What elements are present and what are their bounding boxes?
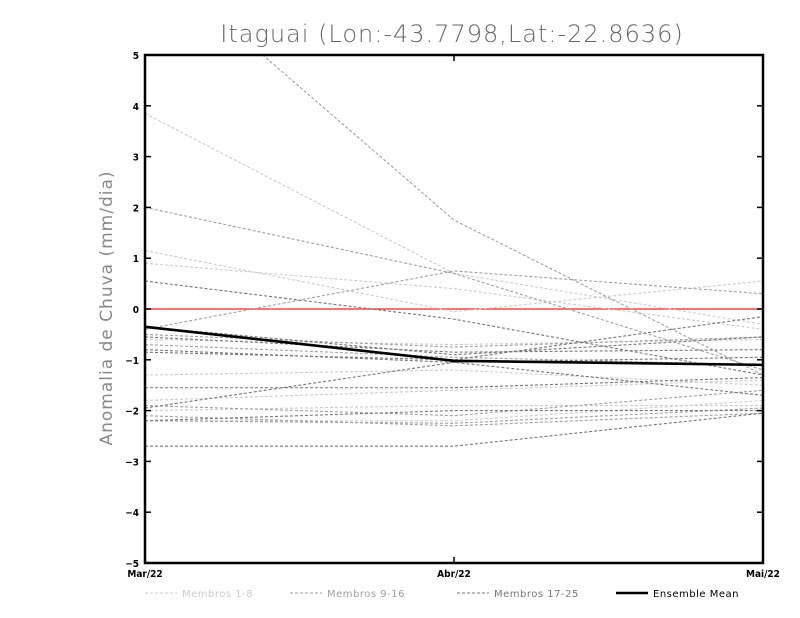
series-line-membros-1-8-7 [145,404,763,412]
y-tick-label: −4 [125,508,139,519]
series-line-membros-1-8-2 [145,250,763,313]
y-tick-label: −2 [125,407,139,418]
series-line-membros-17-25-22 [145,377,763,389]
x-tick-label: Mai/22 [746,569,780,580]
series-line-ensemble-mean [145,325,763,367]
series-line-membros-9-16-14 [145,389,763,417]
x-tick-label: Mar/22 [127,569,162,580]
chart-title: Itaguai (Lon:-43.7798,Lat:-22.8636) [220,20,683,48]
legend: Membros 1-8 Membros 9-16 Membros 17-25 Ense… [145,589,739,600]
y-axis-label: Anomalia de Chuva (mm/dia) [97,170,117,445]
y-tick-label: −5 [125,559,139,570]
y-tick-label: 0 [133,305,139,316]
series-line-membros-9-16-15 [145,412,763,427]
series-line-membros-17-25-20 [145,349,763,363]
series-line-membros-9-16-16 [145,407,763,424]
series-line-membros-17-25-21 [145,316,763,361]
series-line-membros-9-16-10 [145,206,763,371]
series-line-membros-1-8-1 [145,112,763,325]
y-tick-label: 5 [133,51,139,62]
y-tick-label: 2 [133,203,139,214]
series-line-membros-1-8-3 [145,262,763,330]
y-tick-label: 1 [133,254,139,265]
y-tick-label: 4 [133,102,139,113]
series-line-membros-1-8-4 [145,338,763,346]
legend-label-membros-1-8: Membros 1-8 [182,589,253,600]
y-tick-label: 3 [133,153,139,164]
series-line-membros-17-25-25 [145,412,763,447]
series-line-membros-9-16-11 [145,270,763,330]
series-line-membros-1-8-5 [145,369,763,386]
series-layer [145,55,763,447]
series-line-membros-17-25-19 [145,336,763,353]
series-line-membros-17-25-24 [145,410,763,422]
series-line-membros-17-25-23 [145,361,763,409]
series-line-membros-9-16-12 [145,333,763,348]
legend-label-membros-17-25: Membros 17-25 [494,589,579,600]
y-tick-label: −1 [125,356,139,367]
series-line-membros-17-25-17 [145,280,763,376]
series-line-membros-1-8-8 [145,399,763,422]
legend-label-ensemble-mean: Ensemble Mean [653,589,739,600]
y-tick-label: −3 [125,457,139,468]
series-line-membros-1-8-6 [145,379,763,401]
series-line-membros-17-25-18 [145,326,763,356]
legend-label-membros-9-16: Membros 9-16 [327,589,405,600]
x-tick-label: Abr/22 [437,569,471,580]
